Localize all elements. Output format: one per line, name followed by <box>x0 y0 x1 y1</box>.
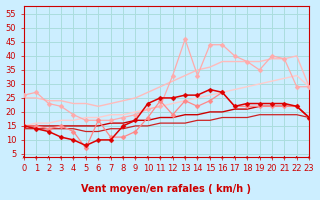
X-axis label: Vent moyen/en rafales ( km/h ): Vent moyen/en rafales ( km/h ) <box>82 184 252 194</box>
